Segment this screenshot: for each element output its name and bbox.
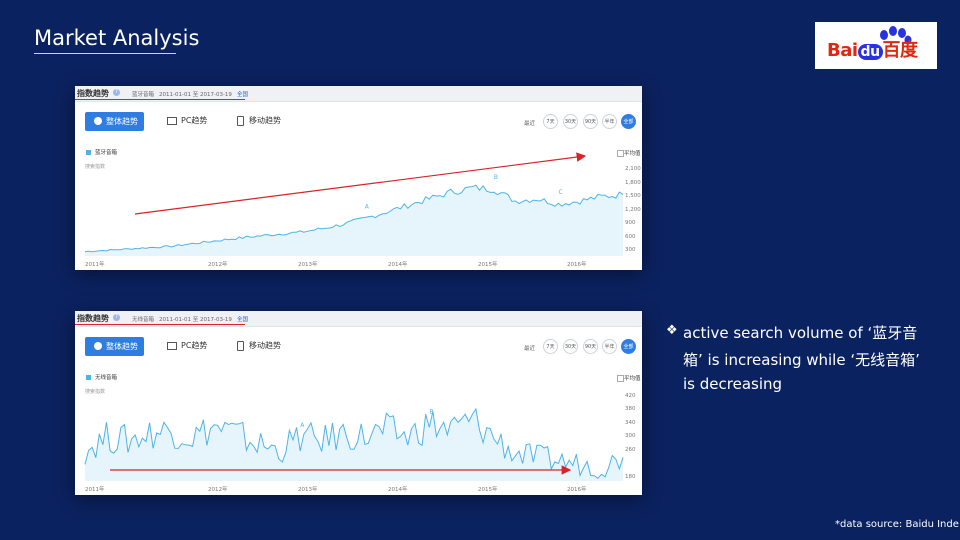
x-tick: 2014年 xyxy=(388,487,408,493)
range-7d-button[interactable]: 7天 xyxy=(543,114,558,129)
x-tick: 2011年 xyxy=(85,262,105,268)
range-halfyear-button[interactable]: 半年 xyxy=(602,114,617,129)
x-tick: 2014年 xyxy=(388,262,408,268)
y-tick: 1,500 xyxy=(625,193,641,199)
panel-date-range: 2011-01-01 至 2017-03-19 xyxy=(159,92,232,98)
x-tick: 2015年 xyxy=(478,262,498,268)
x-tick: 2016年 xyxy=(567,262,587,268)
trend-chart: A B C xyxy=(84,152,624,256)
tab-pc[interactable]: PC趋势 xyxy=(167,339,207,353)
tab-mobile[interactable]: 移动趋势 xyxy=(237,339,281,353)
bullet-text-line-1: active search volume of ‘蓝牙音 xyxy=(683,324,918,342)
range-all-button[interactable]: 全部 xyxy=(621,114,636,129)
annotation-marker: A xyxy=(365,204,370,211)
title-underline xyxy=(34,53,176,54)
y-tick: 300 xyxy=(625,433,636,439)
average-label: 平均值 xyxy=(624,151,641,157)
range-30d-button[interactable]: 30天 xyxy=(563,339,578,354)
trend-area-fill xyxy=(85,185,623,256)
y-tick: 380 xyxy=(625,406,636,412)
y-tick: 2,100 xyxy=(625,166,641,172)
highlight-underline xyxy=(75,99,245,100)
trend-panel-bluetooth: 指数趋势 ? 蓝牙音箱 2011-01-01 至 2017-03-19 全国 整… xyxy=(75,86,642,270)
y-tick: 180 xyxy=(625,474,636,480)
range-all-button[interactable]: 全部 xyxy=(621,339,636,354)
y-tick: 420 xyxy=(625,393,636,399)
search-index-label: 搜索指数 xyxy=(85,389,106,395)
paw-icon xyxy=(880,26,912,45)
phone-icon xyxy=(237,340,244,351)
monitor-icon xyxy=(167,116,177,125)
average-checkbox[interactable] xyxy=(617,375,624,382)
panel-header: 指数趋势 ? 蓝牙音箱 2011-01-01 至 2017-03-19 全国 xyxy=(75,86,642,102)
tab-overall[interactable]: 整体趋势 xyxy=(85,337,144,356)
panel-keyword: 无线音箱 xyxy=(132,317,155,323)
average-checkbox[interactable] xyxy=(617,150,624,157)
search-index-label: 搜索指数 xyxy=(85,164,106,170)
phone-icon xyxy=(237,115,244,126)
tab-pc[interactable]: PC趋势 xyxy=(167,114,207,128)
highlight-underline xyxy=(75,324,245,325)
y-tick: 1,800 xyxy=(625,180,641,186)
panel-region[interactable]: 全国 xyxy=(237,317,249,323)
trend-area-fill xyxy=(85,409,623,481)
panel-date-range: 2011-01-01 至 2017-03-19 xyxy=(159,317,232,323)
legend-swatch xyxy=(86,150,91,155)
legend-swatch xyxy=(86,375,91,380)
annotation-marker: B xyxy=(494,174,498,181)
legend-label: 无线音箱 xyxy=(95,375,118,381)
panel-header-title: 指数趋势 xyxy=(77,314,109,323)
help-icon[interactable]: ? xyxy=(113,314,120,321)
pie-icon xyxy=(94,342,102,350)
x-tick: 2016年 xyxy=(567,487,587,493)
data-source-note: *data source: Baidu Inde xyxy=(835,519,959,530)
y-tick: 340 xyxy=(625,420,636,426)
panel-header: 指数趋势 ? 无线音箱 2011-01-01 至 2017-03-19 全国 xyxy=(75,311,642,327)
trend-line xyxy=(84,407,624,479)
range-7d-button[interactable]: 7天 xyxy=(543,339,558,354)
x-tick: 2012年 xyxy=(208,262,228,268)
range-label: 最近 xyxy=(524,121,536,127)
y-tick: 900 xyxy=(625,220,636,226)
baidu-logo: Bai du 百度 xyxy=(815,22,937,69)
x-tick: 2015年 xyxy=(478,487,498,493)
trend-chart: AB xyxy=(84,407,624,481)
range-30d-button[interactable]: 30天 xyxy=(563,114,578,129)
annotation-marker: C xyxy=(558,189,562,196)
tab-mobile[interactable]: 移动趋势 xyxy=(237,114,281,128)
panel-keyword: 蓝牙音箱 xyxy=(132,92,155,98)
range-label: 最近 xyxy=(524,346,536,352)
trend-arrow xyxy=(134,152,587,215)
tab-overall[interactable]: 整体趋势 xyxy=(85,112,144,131)
annotation-marker: B xyxy=(429,408,433,415)
average-label: 平均值 xyxy=(624,376,641,382)
bullet-text-line-3: is decreasing xyxy=(683,375,783,393)
help-icon[interactable]: ? xyxy=(113,89,120,96)
slide-title: Market Analysis xyxy=(34,26,200,50)
trend-panel-wireless: 指数趋势 ? 无线音箱 2011-01-01 至 2017-03-19 全国 整… xyxy=(75,311,642,495)
x-tick: 2013年 xyxy=(298,487,318,493)
panel-header-title: 指数趋势 xyxy=(77,89,109,98)
x-tick: 2011年 xyxy=(85,487,105,493)
annotation-marker: A xyxy=(300,422,305,429)
y-tick: 300 xyxy=(625,247,636,253)
range-90d-button[interactable]: 90天 xyxy=(583,339,598,354)
range-90d-button[interactable]: 90天 xyxy=(583,114,598,129)
x-tick: 2012年 xyxy=(208,487,228,493)
y-tick: 1,200 xyxy=(625,207,641,213)
x-tick: 2013年 xyxy=(298,262,318,268)
monitor-icon xyxy=(167,341,177,350)
y-tick: 260 xyxy=(625,447,636,453)
legend-label: 蓝牙音箱 xyxy=(95,150,118,156)
panel-region[interactable]: 全国 xyxy=(237,92,249,98)
logo-text: Bai du 百度 xyxy=(827,40,918,61)
pie-icon xyxy=(94,117,102,125)
y-tick: 600 xyxy=(625,234,636,240)
bullet-diamond-icon: ❖ xyxy=(666,323,678,338)
range-halfyear-button[interactable]: 半年 xyxy=(602,339,617,354)
trend-line xyxy=(84,184,624,253)
bullet-text-line-2: 箱’ is increasing while ‘无线音箱’ xyxy=(683,351,920,369)
